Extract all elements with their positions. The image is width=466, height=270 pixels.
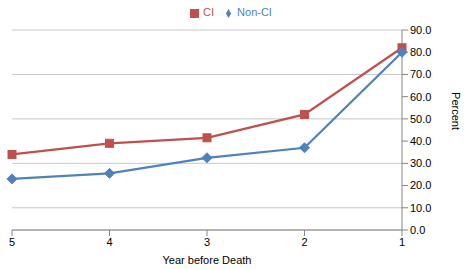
html-text:CI: CI <box>203 6 215 18</box>
svg-text:Year before Death: Year before Death <box>163 254 252 266</box>
svg-text:3: 3 <box>204 236 210 248</box>
svg-text:30.0: 30.0 <box>410 157 431 169</box>
svg-text:4: 4 <box>106 236 112 248</box>
html-text:Non-CI: Non-CI <box>237 6 272 18</box>
svg-text:10.0: 10.0 <box>410 202 431 214</box>
svg-text:90.0: 90.0 <box>410 24 431 36</box>
svg-text:Percent: Percent <box>450 92 458 130</box>
svg-text:50.0: 50.0 <box>410 113 431 125</box>
svg-text:1: 1 <box>399 236 405 248</box>
svg-text:0.0: 0.0 <box>410 224 425 236</box>
svg-text:40.0: 40.0 <box>410 135 431 147</box>
svg-text:70.0: 70.0 <box>410 68 431 80</box>
svg-text:2: 2 <box>301 236 307 248</box>
svg-text:60.0: 60.0 <box>410 91 431 103</box>
svg-text:80.0: 80.0 <box>410 46 431 58</box>
svg-text:20.0: 20.0 <box>410 179 431 191</box>
svg-text:5: 5 <box>9 236 15 248</box>
